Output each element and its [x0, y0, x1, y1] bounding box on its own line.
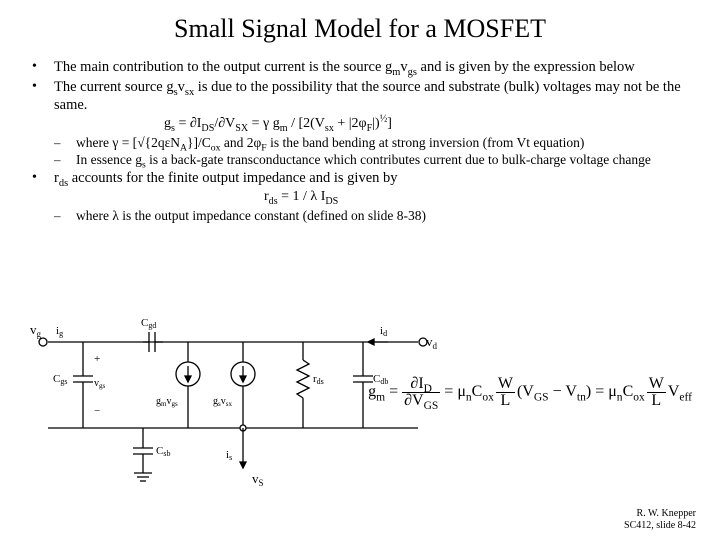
- t: = γ g: [248, 116, 280, 131]
- t: }]/C: [187, 135, 211, 150]
- sqrt-icon: √: [137, 135, 144, 150]
- t: L: [496, 393, 515, 409]
- sub-bullet-list-2: where λ is the output impedance constant…: [28, 208, 692, 224]
- sub: m: [376, 391, 385, 403]
- sub-bullet-list-1: where γ = [√{2qεNA}]/Cox and 2φF is the …: [28, 135, 692, 168]
- sub-1: where γ = [√{2qεNA}]/Cox and 2φF is the …: [28, 135, 692, 151]
- t: C: [472, 383, 483, 400]
- sub-3: where λ is the output impedance constant…: [28, 208, 692, 224]
- lbl-csb: Csb: [156, 445, 170, 458]
- text: v: [178, 79, 185, 95]
- bullet-1: The main contribution to the output curr…: [28, 58, 692, 76]
- sub: sx: [325, 123, 334, 134]
- t: ∂I: [410, 375, 423, 392]
- lbl-gmvgs: gmvgs: [156, 396, 178, 408]
- page-title: Small Signal Model for a MOSFET: [28, 14, 692, 44]
- t: L: [647, 393, 666, 409]
- t: g: [368, 383, 376, 400]
- sub: sx: [185, 87, 194, 98]
- lbl-vgs2: vgs: [94, 378, 106, 390]
- sub: ds: [59, 178, 68, 189]
- lbl-plus: +: [94, 353, 100, 365]
- footer-slide: SC412, slide 8-42: [624, 520, 696, 532]
- lbl-gsvsx: gsvsx: [213, 396, 232, 408]
- t: + |2φ: [334, 116, 367, 131]
- text: The current source g: [54, 79, 174, 95]
- t: ∂V: [404, 392, 423, 409]
- lbl-id: id: [380, 325, 387, 338]
- node-vd: vd: [426, 334, 438, 351]
- t: where γ = [: [76, 135, 137, 150]
- sub: gs: [408, 67, 417, 78]
- bullet-2: The current source gsvsx is due to the p…: [28, 78, 692, 133]
- sub: tn: [577, 391, 586, 403]
- lbl-is: is: [226, 449, 232, 462]
- main-bullet-list-2: rds accounts for the finite output imped…: [28, 169, 692, 206]
- sub: eff: [679, 391, 692, 403]
- footer-author: R. W. Knepper: [624, 508, 696, 520]
- t: /∂V: [214, 116, 235, 131]
- t: is a back-gate transconductance which co…: [146, 152, 651, 167]
- sub: DS: [201, 123, 214, 134]
- t: In essence g: [76, 152, 142, 167]
- t: = 1 / λ I: [278, 189, 326, 204]
- formula-gs: gs = ∂IDS/∂VSX = γ gm / [2(Vsx + |2φF|)½…: [54, 115, 692, 133]
- sub: GS: [424, 400, 439, 412]
- t: V: [668, 383, 680, 400]
- sub: ox: [633, 391, 645, 403]
- t: where λ is the output impedance constant…: [76, 208, 426, 223]
- footer: R. W. Knepper SC412, slide 8-42: [624, 508, 696, 532]
- node-vg: vg: [30, 322, 42, 339]
- t: ) = μ: [586, 383, 617, 400]
- t: |): [372, 116, 379, 131]
- node-vs: vS: [252, 471, 264, 488]
- t: C: [623, 383, 634, 400]
- t: =: [385, 383, 402, 400]
- t: W: [647, 376, 666, 393]
- sub: GS: [534, 391, 549, 403]
- diagram-area: vg vd vS ig id is Cgd Cgs Cdb Csb rds gm…: [28, 318, 692, 498]
- text: v: [400, 59, 407, 75]
- t: ]: [387, 116, 392, 131]
- t: − V: [549, 383, 577, 400]
- t: accounts for the finite output impedance…: [68, 170, 397, 186]
- lbl-ig: ig: [56, 325, 63, 338]
- t: = ∂I: [175, 116, 201, 131]
- t: / [2(V: [288, 116, 325, 131]
- sub: SX: [235, 123, 248, 134]
- text: The main contribution to the output curr…: [54, 59, 392, 75]
- gm-equation: gm = ∂ID∂VGS = μnCoxWL(VGS − Vtn) = μnCo…: [368, 376, 692, 409]
- main-bullet-list: The main contribution to the output curr…: [28, 58, 692, 133]
- t: = μ: [440, 383, 466, 400]
- sub: m: [280, 123, 288, 134]
- t: is the band bending at strong inversion …: [267, 135, 585, 150]
- lbl-cgs: Cgs: [53, 373, 67, 386]
- t: {2qεN: [145, 135, 180, 150]
- text: and is given by the expression below: [417, 59, 635, 75]
- t: g: [164, 116, 171, 131]
- t: W: [496, 376, 515, 393]
- lbl-minus: −: [94, 405, 100, 417]
- t: and 2φ: [221, 135, 262, 150]
- formula-rds: rds = 1 / λ IDS: [54, 188, 692, 206]
- sub: ds: [269, 196, 278, 207]
- t: (V: [517, 383, 534, 400]
- sub: DS: [325, 196, 338, 207]
- lbl-rds: rds: [313, 373, 324, 386]
- sub: ox: [482, 391, 494, 403]
- lbl-cgd: Cgd: [141, 318, 156, 330]
- sub-2: In essence gs is a back-gate transconduc…: [28, 152, 692, 168]
- bullet-3: rds accounts for the finite output imped…: [28, 169, 692, 206]
